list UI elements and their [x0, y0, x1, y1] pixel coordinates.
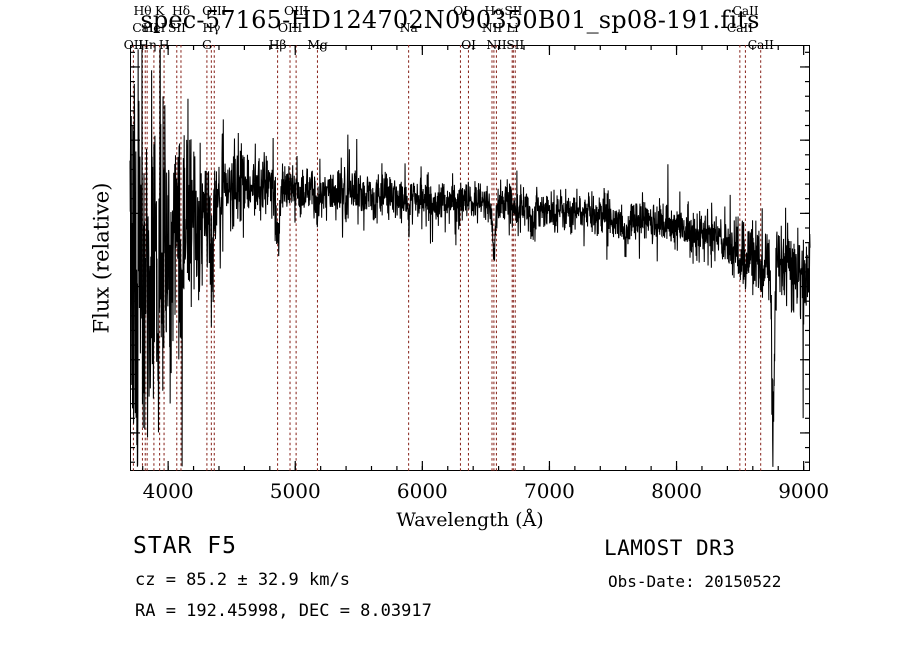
coordinates: RA = 192.45998, DEC = 8.03917 [135, 601, 432, 621]
spectral-line-label: Li [506, 20, 519, 35]
spectrum-canvas [129, 45, 811, 471]
spectral-line-label: NII [481, 20, 503, 35]
object-classification: STAR F5 [133, 533, 237, 559]
spectral-line-label: OI [461, 37, 476, 52]
spectral-line-label: Hδ [171, 3, 190, 18]
survey-name: LAMOST DR3 [604, 536, 736, 560]
spectral-line-label: CaII [747, 37, 774, 52]
spectral-line-label: K [155, 3, 165, 18]
spectrum-trace [129, 48, 811, 467]
spectral-line-label: OIII [277, 20, 303, 35]
spectrum-plot: Flux (relative) Wavelength (Å) 20151050−… [89, 4, 829, 531]
spectral-line-label: SII [504, 3, 523, 18]
redshift-velocity: cz = 85.2 ± 32.9 km/s [135, 570, 350, 590]
spectral-line-label: OI [453, 3, 468, 18]
y-axis-title: Flux (relative) [89, 182, 114, 334]
x-tick-label: 8000 [651, 479, 702, 503]
spectral-line-label: Hγ [202, 20, 221, 35]
page-title: spec-57165-HD124702N090350B01_sp08-191.f… [140, 6, 760, 34]
spectral-line-label: SII [506, 37, 525, 52]
x-tick-label: 6000 [396, 479, 448, 503]
spectral-line-markers [132, 45, 762, 471]
spectral-line-label: HeI [142, 20, 166, 35]
spectral-line-label: Hα [484, 3, 504, 18]
x-tick-label: 9000 [778, 479, 830, 503]
spectral-line-label: CaII [132, 20, 159, 35]
spectral-line-label: OII [123, 37, 144, 52]
x-tick-label: 4000 [142, 479, 194, 503]
spectral-line-label: Hθ [133, 3, 152, 18]
observation-date: Obs-Date: 20150522 [608, 572, 782, 591]
x-axis-title: Wavelength (Å) [396, 509, 544, 531]
axis-ticks [130, 45, 810, 471]
spectral-line-label: Na [399, 20, 418, 35]
x-tick-label: 7000 [523, 479, 575, 503]
spectral-line-label: OIII [283, 3, 309, 18]
spectral-line-label: G [201, 37, 212, 52]
spectral-line-label: Hβ [268, 37, 287, 52]
spectral-line-label: OIII [202, 3, 227, 18]
spectral-line-label: Mg [307, 37, 328, 52]
spectral-line-label: CaII [726, 20, 753, 35]
spectral-line-label: H [158, 37, 170, 52]
x-tick-label: 5000 [269, 479, 321, 503]
spectral-line-label: NII [486, 37, 507, 52]
spectral-line-label: CaII [732, 3, 759, 18]
spectral-line-label: SII [167, 20, 186, 35]
spectral-line-label: Hη [138, 37, 157, 52]
